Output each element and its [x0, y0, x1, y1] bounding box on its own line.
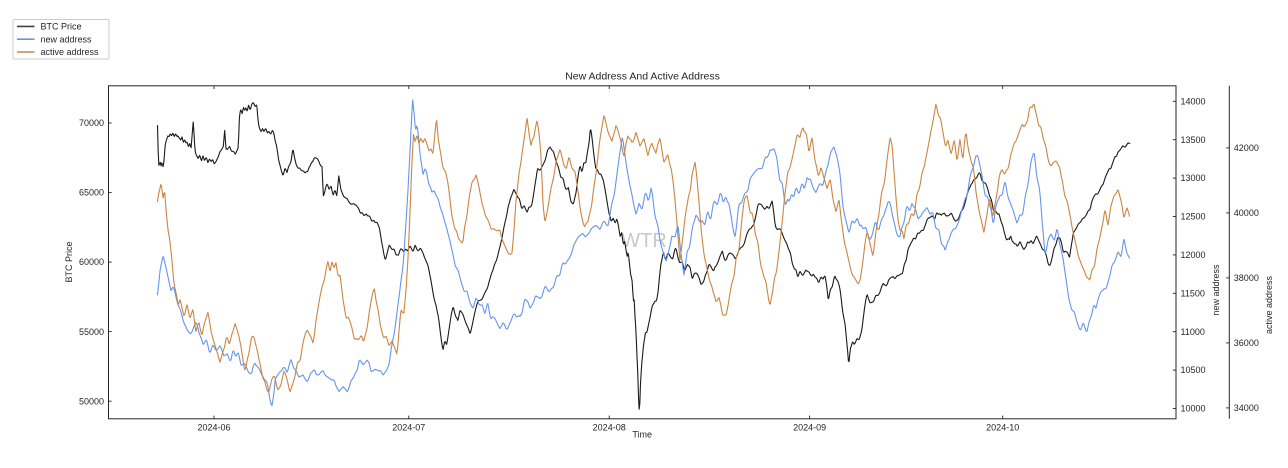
svg-text:13000: 13000 — [1181, 173, 1206, 183]
svg-text:55000: 55000 — [79, 327, 104, 337]
svg-text:10500: 10500 — [1181, 365, 1206, 375]
svg-text:14000: 14000 — [1181, 96, 1206, 106]
svg-text:2024-07: 2024-07 — [392, 422, 425, 432]
svg-text:11500: 11500 — [1181, 288, 1205, 298]
svg-text:BTC Price: BTC Price — [64, 241, 74, 282]
svg-text:13500: 13500 — [1181, 135, 1206, 145]
svg-text:11000: 11000 — [1181, 327, 1205, 337]
svg-text:active address: active address — [1264, 275, 1274, 334]
svg-text:BTC Price: BTC Price — [41, 22, 82, 32]
svg-text:38000: 38000 — [1234, 273, 1259, 283]
svg-text:34000: 34000 — [1234, 403, 1259, 413]
svg-text:Time: Time — [632, 430, 652, 440]
svg-text:New Address And Active Address: New Address And Active Address — [565, 71, 720, 83]
svg-text:10000: 10000 — [1181, 404, 1206, 414]
svg-text:2024-09: 2024-09 — [793, 422, 826, 432]
svg-text:70000: 70000 — [79, 118, 104, 128]
svg-text:50000: 50000 — [79, 396, 104, 406]
svg-text:12000: 12000 — [1181, 250, 1206, 260]
svg-text:2024-08: 2024-08 — [593, 422, 626, 432]
svg-text:36000: 36000 — [1234, 338, 1259, 348]
svg-text:65000: 65000 — [79, 188, 104, 198]
svg-text:12500: 12500 — [1181, 212, 1206, 222]
svg-text:2024-10: 2024-10 — [986, 422, 1019, 432]
svg-text:60000: 60000 — [79, 257, 104, 267]
svg-text:active address: active address — [41, 47, 100, 57]
svg-text:42000: 42000 — [1234, 143, 1259, 153]
svg-text:40000: 40000 — [1234, 208, 1259, 218]
svg-text:new address: new address — [41, 34, 93, 44]
svg-text:new address: new address — [1211, 264, 1221, 316]
svg-text:2024-06: 2024-06 — [197, 422, 230, 432]
svg-text:WTR: WTR — [621, 230, 667, 252]
